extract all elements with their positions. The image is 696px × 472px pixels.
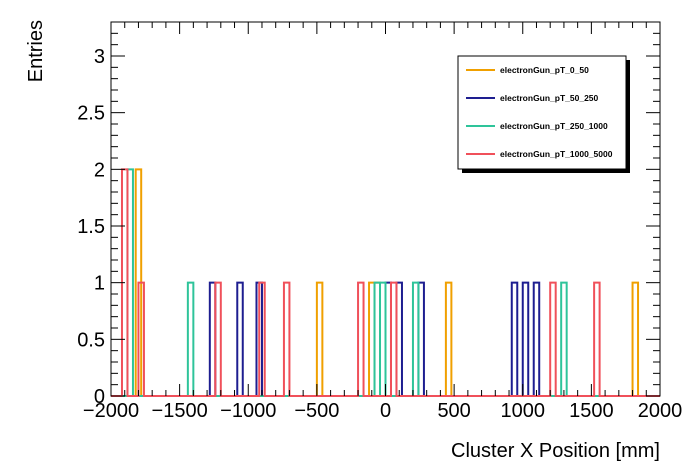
x-tick-label: 0 <box>380 400 391 422</box>
y-tick-label: 2.5 <box>77 103 105 125</box>
series-outline-3 <box>111 168 660 397</box>
legend-label-2: electronGun_pT_250_1000 <box>500 121 608 131</box>
legend: electronGun_pT_0_50 electronGun_pT_50_250… <box>457 55 630 173</box>
x-tick-label: −500 <box>294 400 339 422</box>
y-tick-label: 0 <box>94 386 105 408</box>
x-tick-label: 500 <box>437 400 470 422</box>
y-tick-label: 1.5 <box>77 216 105 238</box>
bin-0-4 <box>446 283 451 396</box>
legend-label-1: electronGun_pT_50_250 <box>500 93 599 103</box>
y-tick-label: 1 <box>94 273 105 295</box>
series-3 <box>111 168 660 397</box>
legend-label-0: electronGun_pT_0_50 <box>500 65 589 75</box>
bin-1-8 <box>534 283 539 396</box>
bin-3-1 <box>138 283 143 396</box>
bin-2-5 <box>561 283 566 396</box>
bin-1-1 <box>237 283 242 396</box>
bin-1-7 <box>523 283 528 396</box>
x-tick-label: 1000 <box>501 400 546 422</box>
y-tick-label: 3 <box>94 46 105 68</box>
x-axis-title: Cluster X Position [mm] <box>451 440 660 462</box>
x-tick-label: 1500 <box>569 400 614 422</box>
x-tick-label: 2000 <box>638 400 683 422</box>
y-tick-label: 2 <box>94 159 105 181</box>
series-1 <box>111 281 660 397</box>
x-tick-label: −1000 <box>220 400 276 422</box>
bin-0-1 <box>317 283 322 396</box>
bin-2-4 <box>413 283 418 396</box>
bin-3-4 <box>284 283 289 396</box>
axes-layer: −2000 −1500 −1000 −500 0 500 1000 1500 2000 0 0.5 1… <box>77 21 683 422</box>
bin-3-5 <box>358 283 363 396</box>
series-outline-1 <box>111 281 660 397</box>
bin-2-2 <box>375 283 380 396</box>
bin-0-5 <box>633 283 638 396</box>
bin-1-6 <box>512 283 517 396</box>
y-tick-label: 0.5 <box>77 329 105 351</box>
legend-box <box>457 55 627 170</box>
bin-3-3 <box>259 283 264 396</box>
bin-3-6 <box>391 283 396 396</box>
bin-3-2 <box>215 283 220 396</box>
bin-3-7 <box>550 283 555 396</box>
x-tick-label: −2000 <box>83 400 139 422</box>
legend-label-3: electronGun_pT_1000_5000 <box>500 149 613 159</box>
bin-2-1 <box>188 283 193 396</box>
x-tick-label: −1500 <box>152 400 208 422</box>
bin-3-8 <box>594 283 599 396</box>
bin-2-3 <box>380 283 385 396</box>
y-axis-title: Entries <box>25 20 47 82</box>
